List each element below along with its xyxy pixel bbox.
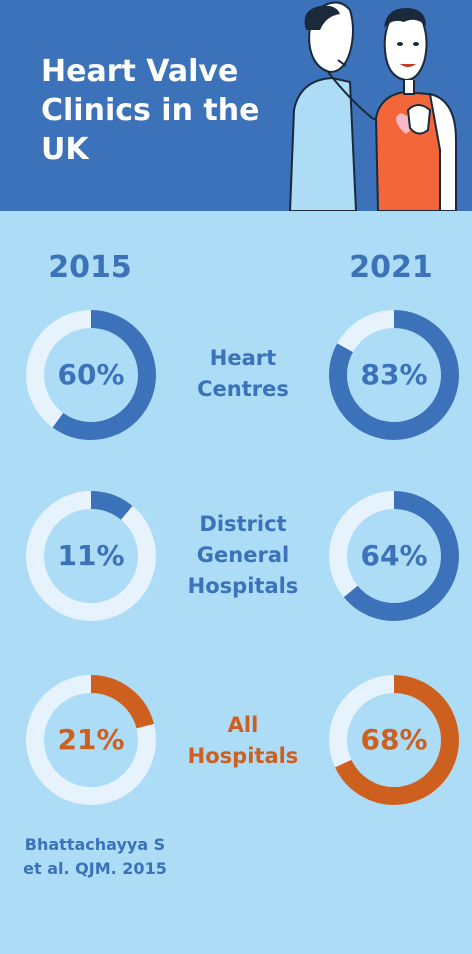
category-label-line: General [196,543,290,567]
donut-all-hospitals-2015 [26,675,156,805]
value-heart-centres-2021: 83% [360,358,428,391]
donut-value-arc [26,491,156,621]
donut-heart-centres-2021 [329,310,459,440]
donut-dgh-2015 [26,491,156,621]
source-line: Bhattachayya S [24,835,166,854]
value-heart-centres-2015: 60% [57,358,125,391]
source-line: et al. QJM. 2015 [23,859,167,878]
category-label-all-hospitals: All Hospitals [163,710,323,772]
value-all-hospitals-2021: 68% [360,723,428,756]
value-dgh-2015: 11% [57,539,125,572]
donut-heart-centres-2015 [26,310,156,440]
year-2021-heading: 2021 [349,250,433,285]
donut-value-arc [329,491,459,621]
donut-all-hospitals-2021 [329,675,459,805]
category-label-line: Heart [209,346,277,370]
page-title: Heart Valve Clinics in the UK [41,54,260,167]
header-banner: Heart Valve Clinics in the UK [0,0,472,211]
donut-value-arc [329,310,459,440]
donut-dgh-2021 [329,491,459,621]
donut-value-arc [26,675,156,805]
category-label-dgh: District General Hospitals [163,509,323,602]
year-2015-heading: 2015 [48,250,132,285]
donut-value-arc [26,310,156,440]
source-citation: Bhattachayya S et al. QJM. 2015 [10,833,180,881]
value-dgh-2021: 64% [360,539,428,572]
category-label-line: Hospitals [187,744,299,768]
doctor-patient-illustration [288,1,457,211]
category-label-line: Centres [197,377,289,401]
donut-value-arc [329,675,459,805]
category-label-heart-centres: Heart Centres [163,343,323,405]
category-label-line: Hospitals [187,574,299,598]
category-label-line: District [199,512,287,536]
value-all-hospitals-2015: 21% [57,723,125,756]
category-label-line: All [227,713,259,737]
